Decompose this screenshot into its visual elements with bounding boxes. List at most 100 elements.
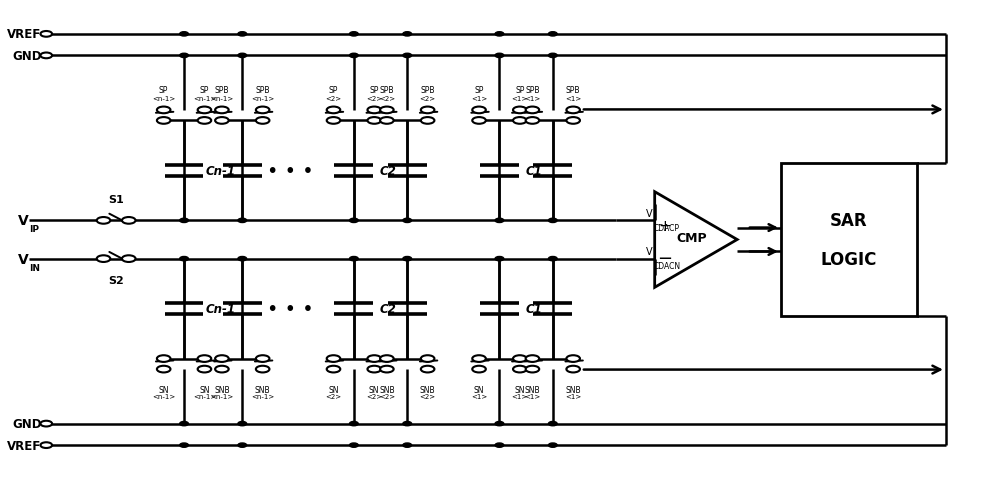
Circle shape	[566, 118, 580, 124]
Text: LOGIC: LOGIC	[820, 250, 877, 268]
Text: VREF: VREF	[7, 439, 41, 452]
Text: <2>: <2>	[379, 96, 395, 102]
Circle shape	[255, 108, 269, 114]
Circle shape	[548, 421, 557, 426]
Text: +: +	[658, 218, 670, 233]
Circle shape	[526, 366, 539, 372]
Text: Cn-1: Cn-1	[206, 302, 236, 315]
Circle shape	[472, 108, 486, 114]
Circle shape	[238, 54, 246, 59]
Circle shape	[380, 366, 393, 372]
Text: <1>: <1>	[565, 96, 582, 102]
Circle shape	[472, 366, 486, 372]
Text: SPB: SPB	[255, 85, 270, 95]
Text: SNB: SNB	[525, 385, 540, 395]
Text: SP: SP	[159, 85, 169, 95]
Circle shape	[403, 443, 411, 447]
Circle shape	[238, 421, 246, 426]
Circle shape	[179, 54, 188, 59]
Circle shape	[238, 257, 246, 261]
Circle shape	[403, 219, 411, 223]
Text: <n-1>: <n-1>	[193, 96, 216, 102]
Text: <n-1>: <n-1>	[251, 96, 274, 102]
Circle shape	[326, 118, 340, 124]
Circle shape	[157, 118, 171, 124]
Text: CDACP: CDACP	[654, 223, 679, 232]
Circle shape	[179, 219, 188, 223]
Circle shape	[215, 366, 229, 372]
Text: SPB: SPB	[566, 85, 581, 95]
Circle shape	[421, 118, 435, 124]
Text: SPB: SPB	[215, 85, 229, 95]
Text: C2: C2	[380, 302, 396, 315]
Text: GND: GND	[12, 50, 41, 63]
Text: <2>: <2>	[379, 393, 395, 399]
Text: SP: SP	[328, 85, 338, 95]
Text: SNB: SNB	[214, 385, 230, 395]
Circle shape	[548, 443, 557, 447]
Circle shape	[40, 443, 52, 448]
Circle shape	[349, 54, 358, 59]
Text: VREF: VREF	[7, 28, 41, 41]
Circle shape	[97, 217, 110, 224]
Text: SAR: SAR	[830, 212, 868, 230]
Text: • • •: • • •	[267, 162, 315, 180]
Circle shape	[472, 118, 486, 124]
Circle shape	[368, 356, 381, 362]
Text: SNB: SNB	[254, 385, 270, 395]
Text: CDACN: CDACN	[654, 262, 681, 270]
Circle shape	[197, 356, 211, 362]
Text: V: V	[646, 247, 653, 257]
Circle shape	[566, 108, 580, 114]
Text: SN: SN	[369, 385, 380, 395]
Text: <1>: <1>	[512, 96, 528, 102]
Text: <1>: <1>	[565, 393, 582, 399]
Circle shape	[566, 356, 580, 362]
Text: GND: GND	[12, 417, 41, 430]
Circle shape	[368, 366, 381, 372]
Text: <n-1>: <n-1>	[251, 393, 274, 399]
Circle shape	[380, 108, 393, 114]
Circle shape	[495, 219, 504, 223]
Circle shape	[197, 366, 211, 372]
Circle shape	[238, 443, 246, 447]
Text: SP: SP	[370, 85, 379, 95]
Circle shape	[40, 32, 52, 37]
Circle shape	[238, 33, 246, 37]
Text: V: V	[18, 214, 29, 228]
Text: SP: SP	[515, 85, 525, 95]
Circle shape	[421, 366, 435, 372]
Text: SN: SN	[199, 385, 210, 395]
Circle shape	[197, 118, 211, 124]
Circle shape	[238, 219, 246, 223]
Text: <n-1>: <n-1>	[210, 393, 234, 399]
Circle shape	[255, 356, 269, 362]
Text: SNB: SNB	[420, 385, 436, 395]
Circle shape	[122, 256, 135, 263]
Text: <1>: <1>	[471, 96, 487, 102]
Circle shape	[495, 443, 504, 447]
Text: CMP: CMP	[676, 231, 707, 244]
Circle shape	[403, 257, 411, 261]
Text: <2>: <2>	[366, 96, 383, 102]
Circle shape	[548, 219, 557, 223]
Circle shape	[215, 108, 229, 114]
Text: S1: S1	[108, 194, 124, 204]
Circle shape	[368, 118, 381, 124]
Circle shape	[40, 53, 52, 59]
Circle shape	[403, 33, 411, 37]
Text: SP: SP	[200, 85, 209, 95]
Text: <1>: <1>	[525, 96, 540, 102]
Text: Cn-1: Cn-1	[206, 165, 236, 178]
Text: C1: C1	[526, 165, 542, 178]
Circle shape	[513, 356, 527, 362]
Text: SPB: SPB	[380, 85, 394, 95]
Circle shape	[197, 108, 211, 114]
Text: SPB: SPB	[526, 85, 539, 95]
Circle shape	[526, 118, 539, 124]
Circle shape	[380, 356, 393, 362]
Circle shape	[179, 33, 188, 37]
Text: <n-1>: <n-1>	[193, 393, 216, 399]
Text: <1>: <1>	[525, 393, 540, 399]
Text: <2>: <2>	[420, 96, 436, 102]
